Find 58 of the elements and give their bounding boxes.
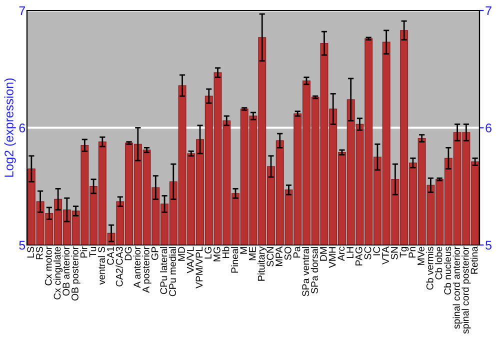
x-tick-label: OB posterior <box>71 246 80 300</box>
x-tick-label: Pn <box>408 247 416 258</box>
x-tick-label: Cb vermis <box>426 246 434 290</box>
x-tick-label: A anterior <box>133 246 141 288</box>
x-tick-label: VA/VL <box>186 246 194 274</box>
y2-tick-label: 5 <box>486 240 492 250</box>
y-tick-label: 6 <box>19 124 26 132</box>
y-axis-title: Log2 (expression) <box>4 78 16 177</box>
x-tick-label: VMH <box>328 247 336 268</box>
x-tick-label: SC <box>364 246 372 260</box>
x-tick-label: SN <box>390 247 398 260</box>
x-tick-label: SO <box>284 246 292 260</box>
y2-tick-label: 7 <box>486 6 492 16</box>
x-tick-label: GP <box>151 246 158 260</box>
x-tick-label: Cx cingulate <box>54 246 63 300</box>
x-tick-label: VTA <box>382 246 389 265</box>
x-tick-label: LG <box>204 247 212 259</box>
x-tick-label: OB anterior <box>62 246 70 296</box>
y2-tick-label: 6 <box>486 124 492 132</box>
x-tick-label: Tg <box>400 247 409 258</box>
x-tick-label: A posterior <box>142 246 152 293</box>
x-tick-label: Hb <box>222 246 230 258</box>
x-tick-label: Pir <box>80 246 88 258</box>
x-tick-label: MPA <box>276 246 282 266</box>
x-tick-label: Cb lobe <box>435 246 442 280</box>
x-tick-label: IC <box>373 246 380 256</box>
x-tick-label: M <box>240 247 247 254</box>
x-tick-label: Cx motor <box>44 246 52 286</box>
x-tick-label: Retina <box>470 246 478 274</box>
x-tick-label: DG <box>124 247 132 260</box>
x-tick-label: MG <box>213 247 220 262</box>
x-tick-label: CPu medial <box>168 247 176 296</box>
x-tick-label: SPa ventral <box>302 247 310 296</box>
y-tick-label: 5 <box>19 240 26 250</box>
x-tick-label: VPM/VPL <box>195 246 203 288</box>
x-tick-label: Pineal <box>230 247 238 273</box>
x-tick-label: CPu lateral <box>160 247 168 294</box>
x-tick-label: Arc <box>338 246 345 261</box>
x-tick-label: Tu <box>89 247 96 258</box>
x-tick-label: Pituitary <box>258 246 267 281</box>
x-tick-label: SPa dorsal <box>310 247 318 294</box>
x-tick-label: spinal cord anterior <box>452 246 462 329</box>
x-tick-label: spinal cord posterior <box>462 246 471 334</box>
x-tick-label: Pa <box>293 246 300 258</box>
x-tick-label: RS <box>36 246 43 260</box>
x-tick-label: ventral S <box>98 246 106 285</box>
x-tick-label: MD <box>178 246 185 261</box>
x-tick-label: Cb nucleus <box>444 246 452 295</box>
x-tick-label: PAG <box>355 247 362 266</box>
x-tick-label: CA2/CA3 <box>116 246 123 286</box>
x-tick-label: ME <box>249 246 256 260</box>
x-tick-label: LS <box>27 246 34 258</box>
y-tick-label: 7 <box>19 6 25 16</box>
x-tick-label: LH <box>346 247 354 258</box>
x-tick-label: DM <box>320 247 327 261</box>
x-tick-label: SCN <box>266 247 274 266</box>
x-tick-label: CA1 <box>107 246 114 265</box>
x-tick-label: MVe <box>418 246 424 266</box>
